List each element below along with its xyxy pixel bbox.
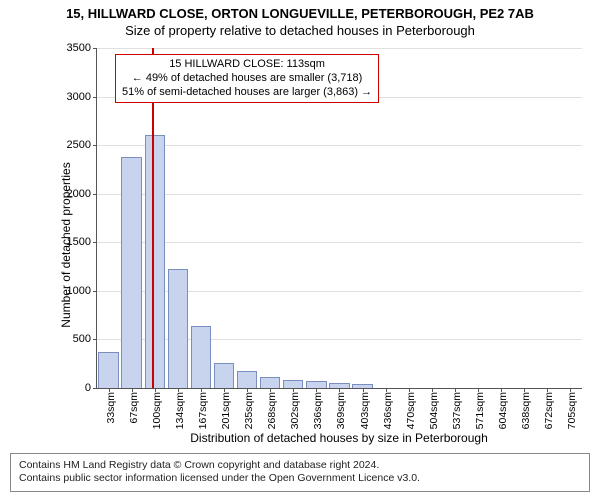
x-tick-label: 235sqm [243, 388, 255, 429]
x-tick-label: 403sqm [359, 388, 371, 429]
title-line2: Size of property relative to detached ho… [10, 23, 590, 38]
title-block: 15, HILLWARD CLOSE, ORTON LONGUEVILLE, P… [0, 0, 600, 40]
bar [283, 380, 303, 388]
x-axis-label: Distribution of detached houses by size … [96, 431, 582, 445]
x-tick-label: 134sqm [174, 388, 186, 429]
x-tick-label: 201sqm [220, 388, 232, 429]
y-tick-label: 3000 [67, 91, 97, 103]
x-tick-label: 705sqm [566, 388, 578, 429]
x-tick-label: 336sqm [312, 388, 324, 429]
x-tick-label: 302sqm [289, 388, 301, 429]
x-tick-label: 67sqm [128, 388, 140, 424]
footer-line1: Contains HM Land Registry data © Crown c… [19, 459, 581, 473]
bar [191, 326, 211, 388]
x-tick-label: 33sqm [105, 388, 117, 424]
x-tick-label: 167sqm [197, 388, 209, 429]
y-tick-label: 1000 [67, 285, 97, 297]
chart-container: 15, HILLWARD CLOSE, ORTON LONGUEVILLE, P… [0, 0, 600, 500]
x-tick-label: 100sqm [151, 388, 163, 429]
x-tick-label: 470sqm [405, 388, 417, 429]
plot: 0 500 1000 1500 2000 2500 3000 3500 33sqm 67sqm 10… [58, 44, 586, 447]
bar-slot: 537sqm [443, 48, 466, 388]
bar [121, 157, 141, 388]
annotation-line2: ← 49% of detached houses are smaller (3,… [122, 72, 372, 86]
bar-slot: 638sqm [513, 48, 536, 388]
annotation-line3: 51% of semi-detached houses are larger (… [122, 86, 372, 100]
bar [98, 352, 118, 388]
bar-slot: 470sqm [397, 48, 420, 388]
bar-slot: 504sqm [420, 48, 443, 388]
x-tick-label: 571sqm [474, 388, 486, 429]
x-tick-label: 504sqm [428, 388, 440, 429]
plot-inner: 050010001500200025003000350033sqm67sqm10… [96, 48, 582, 389]
x-tick-label: 638sqm [520, 388, 532, 429]
bar-slot: 672sqm [536, 48, 559, 388]
footer-box: Contains HM Land Registry data © Crown c… [10, 453, 590, 492]
x-tick-label: 604sqm [497, 388, 509, 429]
bar-slot: 571sqm [467, 48, 490, 388]
y-tick-label: 0 [85, 382, 97, 394]
y-tick-label: 3500 [67, 42, 97, 54]
y-tick-label: 1500 [67, 236, 97, 248]
x-tick-label: 537sqm [451, 388, 463, 429]
x-tick-label: 268sqm [266, 388, 278, 429]
title-line1: 15, HILLWARD CLOSE, ORTON LONGUEVILLE, P… [10, 6, 590, 21]
y-tick-label: 2500 [67, 139, 97, 151]
y-tick-label: 2000 [67, 188, 97, 200]
bar [214, 363, 234, 387]
bar [237, 371, 257, 388]
chart-area: Number of detached properties 0500100015… [58, 44, 586, 447]
y-tick-label: 500 [73, 333, 97, 345]
x-tick-label: 672sqm [543, 388, 555, 429]
annotation-box: 15 HILLWARD CLOSE: 113sqm← 49% of detach… [115, 54, 379, 103]
bar-slot: 604sqm [490, 48, 513, 388]
footer-line2: Contains public sector information licen… [19, 472, 581, 486]
bar [145, 135, 165, 387]
bar [260, 377, 280, 388]
bar [306, 381, 326, 388]
x-tick-label: 436sqm [382, 388, 394, 429]
bar-slot: 705sqm [559, 48, 582, 388]
annotation-line1: 15 HILLWARD CLOSE: 113sqm [122, 58, 372, 72]
bar [168, 269, 188, 387]
x-tick-label: 369sqm [335, 388, 347, 429]
